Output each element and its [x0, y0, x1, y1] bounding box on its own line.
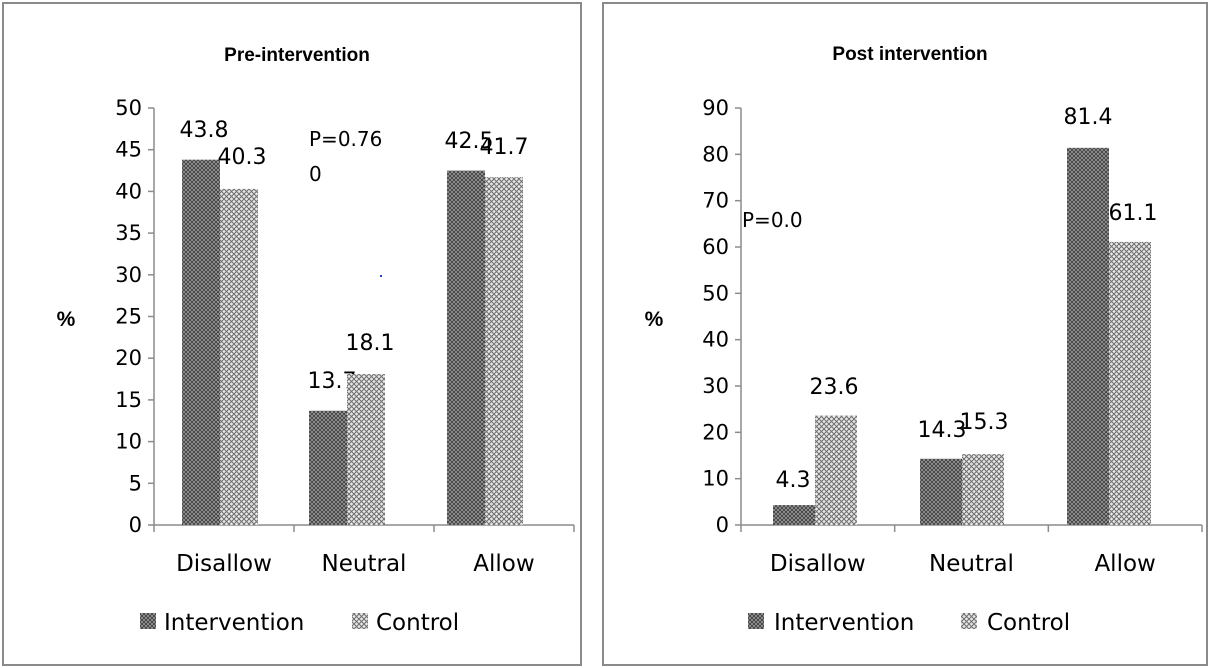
y-tick-label: 20	[702, 420, 729, 444]
legend-swatch-control	[352, 613, 368, 629]
chart-title: Post intervention	[832, 44, 987, 65]
y-tick-label: 80	[702, 142, 729, 166]
x-tick-label-allow: Allow	[1094, 551, 1155, 577]
p-value-annotation: P=0.76	[309, 127, 382, 151]
stray-dot	[380, 275, 382, 277]
y-tick-label: 35	[115, 221, 142, 245]
chart-post-intervention: Post intervention 0 10 20 30 40 50 60 70 80 90% Dis…	[645, 44, 1203, 636]
p-value-annotation: 0	[309, 162, 322, 186]
y-tick-label: 10	[702, 467, 729, 491]
y-tick-label: 20	[115, 346, 142, 370]
data-label-control-neutral: 18.1	[346, 331, 395, 356]
y-tick-label: 0	[129, 513, 142, 537]
y-tick-label: 50	[115, 96, 142, 120]
y-tick-label: 70	[702, 189, 729, 213]
y-tick-label: 30	[702, 374, 729, 398]
y-tick-label: 15	[115, 388, 142, 412]
chart-pre-intervention: Pre-intervention 0 5 10 15 20 25 30 35 40 45 50% Dis…	[57, 45, 575, 636]
y-tick-label: 45	[115, 138, 142, 162]
data-label-intervention-neutral: 14.3	[918, 418, 967, 443]
data-label-control-neutral: 15.3	[960, 410, 1009, 435]
bar-control-neutral	[347, 374, 385, 525]
bar-intervention-neutral	[920, 458, 962, 525]
bar-control-disallow	[220, 188, 258, 525]
data-label-control-disallow: 40.3	[218, 145, 267, 170]
data-label-intervention-allow: 81.4	[1064, 105, 1113, 130]
bar-intervention-disallow	[773, 505, 815, 525]
legend-label-intervention: Intervention	[774, 610, 914, 636]
y-tick-label: 40	[115, 179, 142, 203]
data-label-intervention-disallow: 4.3	[776, 468, 811, 493]
legend-swatch-control	[961, 613, 977, 629]
bar-intervention-allow	[1067, 147, 1109, 525]
data-label-control-allow: 41.7	[480, 135, 529, 160]
y-tick-label: 40	[702, 328, 729, 352]
bar-control-allow	[1109, 241, 1151, 526]
y-axis-label: %	[645, 308, 664, 331]
data-label-intervention-allow: 42.5	[445, 129, 494, 154]
bar-control-allow	[485, 177, 523, 526]
chart-panel-post-intervention: Post intervention 0 10 20 30 40 50 60 70 80 90% Dis…	[602, 2, 1208, 666]
bar-intervention-disallow	[182, 159, 220, 525]
bar-control-neutral	[962, 454, 1004, 525]
legend-swatch-intervention	[140, 613, 156, 629]
bar-intervention-allow	[447, 170, 485, 526]
legend-swatch-intervention	[748, 613, 764, 629]
chart-title: Pre-intervention	[224, 45, 370, 66]
x-tick-label-disallow: Disallow	[176, 551, 272, 577]
legend-label-control: Control	[987, 610, 1070, 636]
y-tick-label: 10	[115, 430, 142, 454]
x-tick-label-neutral: Neutral	[322, 551, 407, 577]
y-tick-label: 25	[115, 305, 142, 329]
legend-label-intervention: Intervention	[164, 610, 304, 636]
x-tick-label-neutral: Neutral	[929, 551, 1014, 577]
bar-intervention-neutral	[309, 410, 347, 525]
data-label-control-disallow: 23.6	[810, 375, 859, 400]
bar-control-disallow	[815, 415, 857, 525]
x-tick-label-disallow: Disallow	[770, 551, 866, 577]
x-tick-label-allow: Allow	[473, 551, 534, 577]
data-label-intervention-disallow: 43.8	[180, 118, 229, 143]
legend-label-control: Control	[376, 610, 459, 636]
chart-panel-pre-intervention: Pre-intervention 0 5 10 15 20 25 30 35 40 45 50% Dis…	[2, 2, 582, 666]
y-tick-label: 0	[716, 513, 729, 537]
y-tick-label: 30	[115, 263, 142, 287]
p-value-annotation: P=0.0	[742, 208, 803, 232]
y-tick-label: 5	[129, 471, 142, 495]
y-tick-label: 90	[702, 96, 729, 120]
y-axis-label: %	[57, 308, 76, 331]
data-label-control-allow: 61.1	[1109, 201, 1158, 226]
y-tick-label: 60	[702, 235, 729, 259]
y-tick-label: 50	[702, 281, 729, 305]
